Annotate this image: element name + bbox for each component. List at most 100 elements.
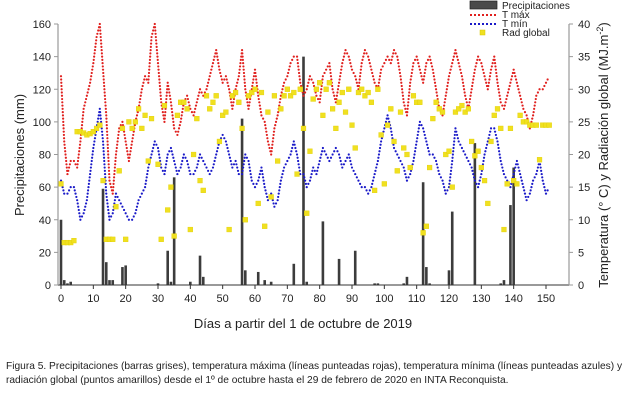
y-axis-right-label: Temperatura (° C) y Radiación global (MJ… xyxy=(595,22,611,287)
tmin-dot xyxy=(103,166,106,169)
precip-bar xyxy=(256,271,260,285)
tmax-dot xyxy=(487,84,490,88)
rad-point xyxy=(245,93,252,99)
rad-point xyxy=(161,102,168,109)
tmin-dot xyxy=(189,172,192,176)
rad-point xyxy=(517,112,523,118)
tmax-dot xyxy=(96,32,99,35)
tmax-dot xyxy=(331,84,334,88)
tmin-dot xyxy=(536,166,540,169)
tmax-dot xyxy=(158,81,161,84)
tmax-dot xyxy=(538,88,541,91)
tmin-dot xyxy=(63,192,66,195)
tmax-dot xyxy=(428,55,431,58)
tmax-dot xyxy=(113,172,116,176)
tmin-dot xyxy=(457,140,460,143)
tmin-dot xyxy=(303,176,306,179)
y-left-tick-label: 140 xyxy=(33,52,51,64)
tmin-dot xyxy=(146,169,149,172)
x-tick-label: 130 xyxy=(472,293,490,305)
tmax-dot xyxy=(147,78,150,81)
tmax-dot xyxy=(280,91,283,94)
tmin-dot xyxy=(387,117,390,120)
tmax-dot xyxy=(149,52,152,55)
x-axis-label: Días a partir del 1 de octubre de 2019 xyxy=(194,316,412,331)
tmin-dot xyxy=(472,176,476,179)
tmin-dot xyxy=(384,120,388,123)
tmax-dot xyxy=(106,133,109,137)
tmin-dot xyxy=(412,156,416,159)
tmin-dot xyxy=(495,137,498,140)
rad-point xyxy=(126,119,132,125)
tmin-dot xyxy=(250,179,253,182)
tmin-dot xyxy=(535,172,538,176)
tmin-dot xyxy=(163,169,167,172)
y-left-tick-label: 120 xyxy=(33,84,51,96)
tmax-dot xyxy=(371,71,374,75)
tmin-dot xyxy=(132,215,135,218)
tmin-dot xyxy=(403,169,406,172)
tmin-dot xyxy=(380,140,383,143)
tmin-dot xyxy=(470,166,473,169)
rad-point xyxy=(58,181,64,187)
tmax-dot xyxy=(111,192,114,195)
tmax-dot xyxy=(433,81,437,84)
tmax-dot xyxy=(485,81,488,84)
tmax-dot xyxy=(454,49,457,52)
precip-bar xyxy=(244,270,247,285)
tmin-dot xyxy=(540,172,543,176)
tmax-dot xyxy=(437,104,440,107)
tmax-dot xyxy=(249,97,252,101)
tmax-dot xyxy=(176,133,179,137)
tmin-dot xyxy=(357,179,360,182)
tmax-dot xyxy=(167,88,170,91)
tmax-dot xyxy=(447,75,451,78)
tmin-dot xyxy=(450,166,453,169)
tmin-dot xyxy=(112,208,115,212)
tmax-dot xyxy=(432,75,436,78)
tmax-dot xyxy=(381,65,384,68)
tmax-dot xyxy=(99,29,102,32)
tmin-dot xyxy=(90,159,93,163)
tmin-dot xyxy=(74,192,77,195)
tmax-dot xyxy=(129,150,132,153)
rad-point xyxy=(524,119,530,125)
tmin-dot xyxy=(235,163,238,166)
tmax-dot xyxy=(329,71,332,75)
tmax-dot xyxy=(402,101,405,104)
tmax-dot xyxy=(295,55,299,58)
tmax-dot xyxy=(242,71,246,75)
tmax-dot xyxy=(339,71,342,75)
tmax-dot xyxy=(297,65,300,68)
tmax-dot xyxy=(400,81,403,84)
tmax-dot xyxy=(173,127,176,130)
tmin-dot xyxy=(309,176,312,179)
tmax-dot xyxy=(107,153,110,156)
tmax-dot xyxy=(296,62,299,65)
tmin-dot xyxy=(181,159,184,163)
tmax-dot xyxy=(230,101,233,104)
tmax-dot xyxy=(228,88,231,91)
y-left-tick-label: 160 xyxy=(33,19,51,31)
tmin-dot xyxy=(105,192,108,195)
rad-point xyxy=(333,125,339,132)
tmin-dot xyxy=(496,143,500,146)
tmin-dot xyxy=(92,143,95,146)
tmin-dot xyxy=(266,195,269,199)
tmin-dot xyxy=(389,127,392,130)
tmax-dot xyxy=(329,75,333,78)
tmin-dot xyxy=(544,192,548,195)
y-axis-right-label-sup: -2 xyxy=(595,27,605,35)
tmax-dot xyxy=(408,91,411,94)
tmin-dot xyxy=(485,146,488,150)
tmax-dot xyxy=(114,159,117,163)
tmax-dot xyxy=(512,68,515,71)
tmax-dot xyxy=(61,101,64,104)
tmin-dot xyxy=(486,140,489,143)
tmin-dot xyxy=(448,182,451,185)
tmax-dot xyxy=(423,71,426,75)
tmax-dot xyxy=(468,101,471,104)
tmin-dot xyxy=(317,163,320,166)
precip-bar xyxy=(269,281,273,285)
tmin-dot xyxy=(244,153,247,156)
